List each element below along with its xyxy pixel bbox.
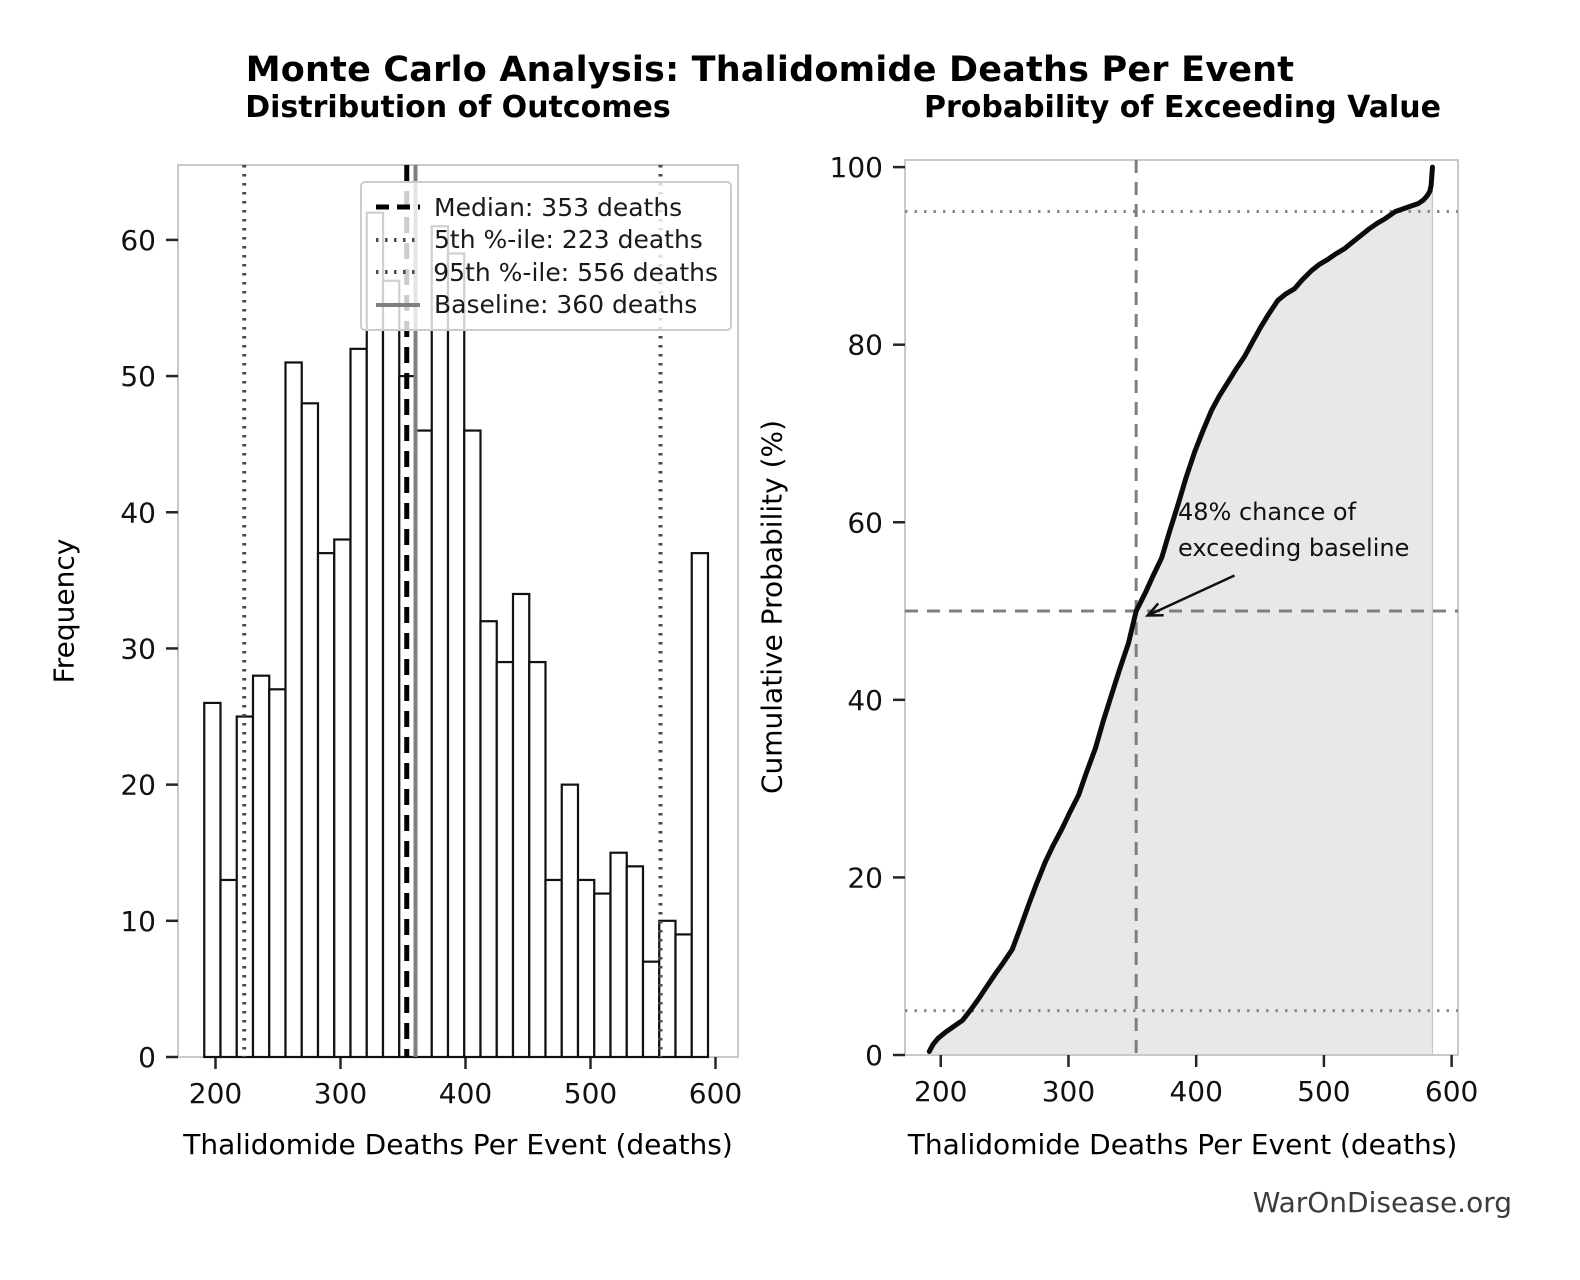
y-tick-label: 100 — [830, 151, 883, 184]
y-tick-label: 20 — [120, 769, 156, 802]
legend-solid-line-sample — [376, 302, 420, 307]
x-tick-label: 400 — [439, 1077, 492, 1110]
legend-label: 5th %-ile: 223 deaths — [434, 225, 703, 255]
cdf-x-axis-label: Thalidomide Deaths Per Event (deaths) — [907, 1128, 1458, 1161]
histogram-title: Distribution of Outcomes — [245, 90, 671, 125]
legend-entry-median: Median: 353 deaths — [374, 191, 718, 224]
y-tick-label: 30 — [120, 632, 156, 665]
legend-label: Baseline: 360 deaths — [434, 290, 698, 320]
x-tick-label: 500 — [564, 1077, 617, 1110]
histogram-bar — [690, 552, 710, 1059]
y-tick-label: 10 — [120, 905, 156, 938]
legend-dotted-line-sample — [376, 237, 420, 242]
legend-dotted-line-sample — [376, 270, 420, 275]
x-tick-label: 200 — [914, 1075, 967, 1108]
axes-spines — [904, 159, 1459, 1056]
x-tick-label: 400 — [1169, 1075, 1222, 1108]
x-tick-label: 200 — [189, 1077, 242, 1110]
x-tick-label: 300 — [1042, 1075, 1095, 1108]
histogram-y-axis-label: Frequency — [47, 538, 81, 684]
legend-dashed-line-sample — [376, 204, 420, 210]
legend-entry-p5: 5th %-ile: 223 deaths — [374, 224, 718, 257]
y-tick-label: 80 — [847, 329, 883, 362]
y-tick-label: 0 — [138, 1041, 156, 1074]
y-tick-label: 60 — [847, 506, 883, 539]
cdf-title: Probability of Exceeding Value — [923, 90, 1442, 125]
histogram-bar — [528, 660, 547, 1059]
annotation-arrow-shaft — [1147, 574, 1236, 617]
x-tick-label: 500 — [1297, 1075, 1350, 1108]
y-tick-label: 40 — [120, 496, 156, 529]
cdf-curve — [926, 164, 1435, 1054]
y-tick-label: 0 — [865, 1039, 883, 1072]
y-tick-label: 40 — [847, 684, 883, 717]
legend-label: 95th %-ile: 556 deaths — [433, 257, 718, 287]
cdf-annotation-text: 48% chance of exceeding baseline — [1178, 498, 1410, 562]
x-tick-label: 600 — [689, 1077, 742, 1110]
legend-entry-p95: 95th %-ile: 556 deaths — [374, 256, 718, 289]
y-tick-label: 20 — [847, 861, 883, 894]
cdf-y-axis-label: Cumulative Probability (%) — [755, 419, 789, 795]
source-watermark: WarOnDisease.org — [1252, 1186, 1512, 1219]
y-tick-label: 60 — [120, 224, 156, 257]
histogram-x-axis-label: Thalidomide Deaths Per Event (deaths) — [183, 1128, 733, 1161]
figure-title: Monte Carlo Analysis: Thalidomide Deaths… — [245, 50, 1295, 90]
x-tick-label: 300 — [314, 1077, 367, 1110]
y-tick-label: 50 — [120, 360, 156, 393]
legend-entry-baseline: Baseline: 360 deaths — [374, 289, 718, 322]
annotation-arrow-head — [1144, 602, 1164, 617]
x-tick-label: 600 — [1425, 1075, 1478, 1108]
legend-box: Median: 353 deaths 5th %-ile: 223 deaths 9… — [360, 181, 732, 331]
legend-label: Median: 353 deaths — [434, 192, 683, 222]
